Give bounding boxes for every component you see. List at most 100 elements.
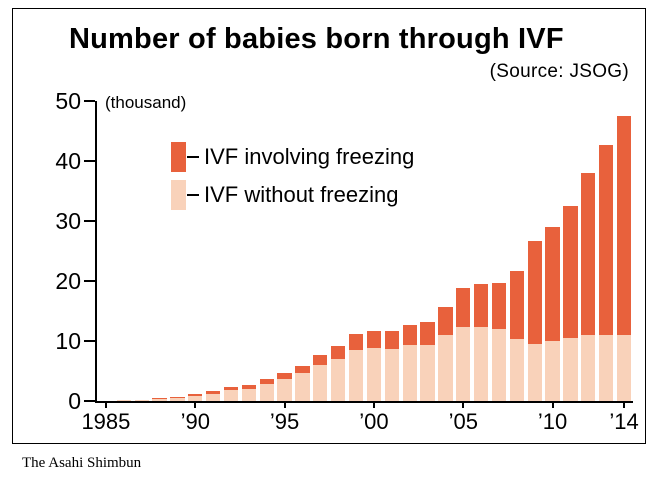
legend-dash-icon xyxy=(187,194,199,196)
x-tick-label-1985: 1985 xyxy=(81,409,131,434)
bar-2003 xyxy=(420,322,435,401)
bar-segment-freezing xyxy=(188,394,203,397)
x-tick-label-95: ’95 xyxy=(269,409,300,434)
legend-swatch-freezing xyxy=(171,142,186,172)
bar-segment-freezing xyxy=(599,145,614,335)
bar-segment-no-freezing xyxy=(527,344,542,401)
bar-2001 xyxy=(384,331,399,401)
bar-2014 xyxy=(616,116,632,401)
bars-layer xyxy=(97,101,633,401)
bar-2013 xyxy=(599,145,614,401)
legend-label-no-freezing: IVF without freezing xyxy=(204,182,399,207)
bar-segment-freezing xyxy=(491,283,507,329)
x-axis-line xyxy=(95,401,633,403)
bar-segment-no-freezing xyxy=(563,338,578,401)
bar-segment-freezing xyxy=(509,270,524,340)
bar-1995 xyxy=(277,373,292,401)
bar-segment-no-freezing xyxy=(331,359,346,401)
bar-segment-no-freezing xyxy=(313,365,328,401)
bar-segment-no-freezing xyxy=(509,339,524,401)
x-tick-mark xyxy=(551,401,554,408)
x-tick-label-90: ’90 xyxy=(180,409,210,434)
bar-segment-no-freezing xyxy=(223,389,239,401)
y-tick-mark xyxy=(84,280,95,282)
y-axis-line xyxy=(95,101,97,401)
bar-2000 xyxy=(366,331,382,401)
x-tick-label-10: ’10 xyxy=(537,409,568,434)
bar-segment-no-freezing xyxy=(491,329,507,401)
bar-segment-freezing xyxy=(545,227,560,341)
bar-1989 xyxy=(170,396,185,401)
source-label: (Source: JSOG) xyxy=(489,61,629,82)
bar-segment-no-freezing xyxy=(366,348,382,401)
bar-2005 xyxy=(456,287,471,401)
legend-item-freezing: IVF involving freezing xyxy=(171,141,414,173)
bar-2006 xyxy=(473,284,489,401)
chart-figure: Number of babies born through IVF (Sourc… xyxy=(12,8,646,444)
bar-segment-freezing xyxy=(277,373,292,380)
y-tick-label-10: 10 xyxy=(55,328,81,354)
bar-segment-freezing xyxy=(616,116,632,335)
x-tick-label-05: ’05 xyxy=(448,409,478,434)
bar-segment-freezing xyxy=(527,240,542,344)
bar-1996 xyxy=(295,365,310,401)
x-tick-mark xyxy=(372,401,375,408)
bar-segment-freezing xyxy=(313,355,328,365)
bar-segment-no-freezing xyxy=(241,389,256,401)
bar-segment-freezing xyxy=(295,365,310,374)
legend-swatch-no-freezing xyxy=(171,180,186,210)
bar-2010 xyxy=(545,227,560,401)
y-tick-mark xyxy=(84,400,95,402)
bar-segment-freezing xyxy=(134,399,149,401)
bar-segment-freezing xyxy=(384,331,399,349)
bar-1986 xyxy=(116,400,131,401)
y-tick-label-0: 0 xyxy=(68,388,81,414)
y-tick-mark xyxy=(84,100,95,102)
x-tick-mark xyxy=(104,401,107,408)
bar-segment-freezing xyxy=(366,331,382,349)
bar-segment-freezing xyxy=(205,391,221,394)
bar-segment-no-freezing xyxy=(438,335,453,401)
y-tick-mark xyxy=(84,160,95,162)
bar-segment-no-freezing xyxy=(152,399,167,401)
y-tick-mark xyxy=(84,220,95,222)
bar-segment-no-freezing xyxy=(205,393,221,401)
bar-segment-no-freezing xyxy=(581,335,596,401)
x-tick-mark xyxy=(283,401,286,408)
bar-2007 xyxy=(491,283,507,401)
legend-item-no-freezing: IVF without freezing xyxy=(171,179,414,211)
bar-segment-freezing xyxy=(420,322,435,345)
bar-segment-no-freezing xyxy=(545,341,560,401)
bar-segment-no-freezing xyxy=(259,384,274,401)
bar-segment-no-freezing xyxy=(116,400,131,401)
bar-2011 xyxy=(563,206,578,401)
bar-segment-freezing xyxy=(223,386,239,390)
bar-1993 xyxy=(241,385,256,401)
legend-dash-icon xyxy=(187,156,199,158)
bar-segment-no-freezing xyxy=(277,379,292,401)
y-tick-label-50: 50 xyxy=(55,88,81,114)
bar-segment-no-freezing xyxy=(170,398,185,401)
bar-segment-no-freezing xyxy=(420,344,435,401)
bar-segment-freezing xyxy=(152,398,167,400)
bar-segment-no-freezing xyxy=(188,396,203,401)
bar-segment-freezing xyxy=(170,396,185,398)
bar-2008 xyxy=(509,270,524,401)
bar-1987 xyxy=(134,399,149,402)
bar-segment-no-freezing xyxy=(402,345,417,401)
bar-segment-no-freezing xyxy=(456,327,471,401)
bar-segment-no-freezing xyxy=(384,348,399,401)
bar-segment-no-freezing xyxy=(134,400,149,401)
bar-segment-no-freezing xyxy=(348,350,364,401)
y-tick-label-40: 40 xyxy=(55,148,81,174)
x-tick-mark xyxy=(194,401,197,408)
credit-caption: The Asahi Shimbun xyxy=(22,455,142,471)
bar-1990 xyxy=(188,394,203,401)
bar-segment-no-freezing xyxy=(616,335,632,401)
bar-segment-freezing xyxy=(259,379,274,385)
plot-area: (thousand) IVF involving freezing IVF wi… xyxy=(55,88,638,434)
legend: IVF involving freezing IVF without freez… xyxy=(171,141,414,217)
x-tick-mark xyxy=(623,401,626,408)
y-tick-label-20: 20 xyxy=(55,268,81,294)
